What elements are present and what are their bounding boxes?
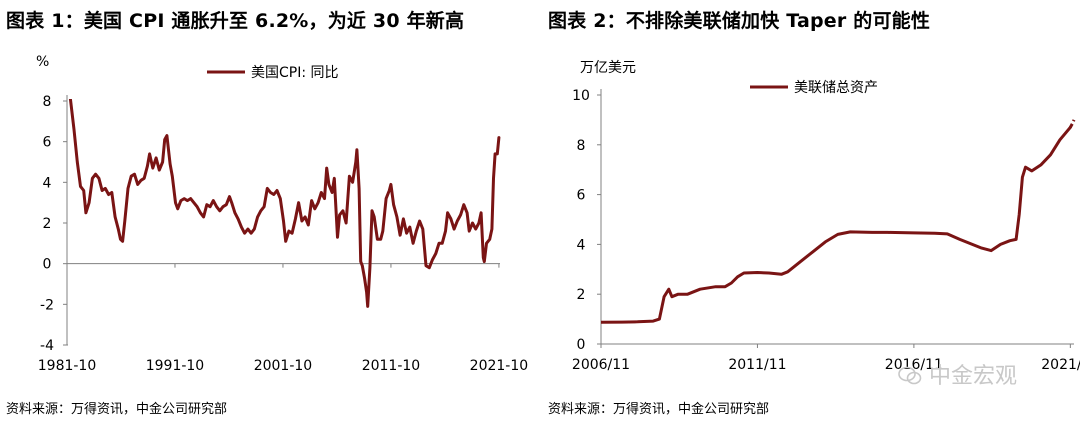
chart2-title: 图表 2：不排除美联储加快 Taper 的可能性	[548, 10, 931, 32]
chart1-x-tick-label: 1991-10	[146, 358, 205, 374]
chart2-projection-line	[1068, 119, 1076, 129]
chart2-legend-label: 美联储总资产	[794, 80, 878, 96]
chart2-legend: 美联储总资产	[750, 80, 878, 96]
chart2-y-tick-label: 10	[572, 88, 590, 104]
chart2-y-tick-label: 4	[577, 237, 586, 253]
chart2-x-tick-label: 2006/11	[572, 357, 630, 373]
chart1-y-tick-label: 4	[43, 175, 52, 191]
chart2-y-tick-label: 2	[577, 287, 586, 303]
chart1-y-tick-label: 8	[43, 94, 52, 110]
chart1-x-tick-label: 2021-10	[470, 358, 529, 374]
chart1-y-label: %	[36, 54, 49, 70]
chart1-y-tick-label: 6	[43, 135, 52, 151]
chart2-y-tick-label: 0	[577, 337, 586, 353]
chart1-y-tick-label: 0	[43, 257, 52, 273]
chart2-y-tick-label: 6	[577, 188, 586, 204]
cpi-chart: 8 6 4 2 0 -2 -4 1981-10 1991-10 2001-10 2011-10 202…	[36, 54, 529, 374]
chart1-series-line	[68, 99, 501, 308]
chart2-source: 资料来源：万得资讯，中金公司研究部	[548, 402, 770, 417]
chart2-y-label: 万亿美元	[580, 60, 636, 76]
chart1-x-tick-label: 2011-10	[362, 358, 421, 374]
chart2-y-tick-label: 8	[577, 138, 586, 154]
wechat-icon	[898, 366, 922, 386]
chart1-y-tick-label: 2	[43, 216, 52, 232]
chart2-x-tick-label: 2016/11	[885, 357, 943, 373]
watermark-text: 中金宏观	[929, 364, 1018, 389]
chart1-x-tick-label: 2001-10	[254, 358, 313, 374]
chart1-x-tick-label: 1981-10	[38, 358, 97, 374]
watermark: 中金宏观	[898, 358, 1017, 390]
chart2-x-tick-label: 2011/11	[728, 357, 786, 373]
chart1-y-tick-label: -2	[40, 297, 54, 313]
chart1-legend: 美国CPI: 同比	[207, 65, 339, 81]
chart1-y-tick-label: -4	[40, 338, 54, 354]
chart1-legend-label: 美国CPI: 同比	[251, 65, 339, 81]
chart1-source: 资料来源：万得资讯，中金公司研究部	[6, 402, 228, 417]
chart2-x-tick-label: 2021/11	[1041, 357, 1080, 373]
chart1-title: 图表 1：美国 CPI 通胀升至 6.2%，为近 30 年新高	[6, 10, 465, 32]
chart2-series-line	[601, 125, 1072, 324]
fed-assets-chart: 10 8 6 4 2 0 2006/11 2011/11 2016/11 2021/11 万亿美元美…	[572, 60, 1080, 373]
